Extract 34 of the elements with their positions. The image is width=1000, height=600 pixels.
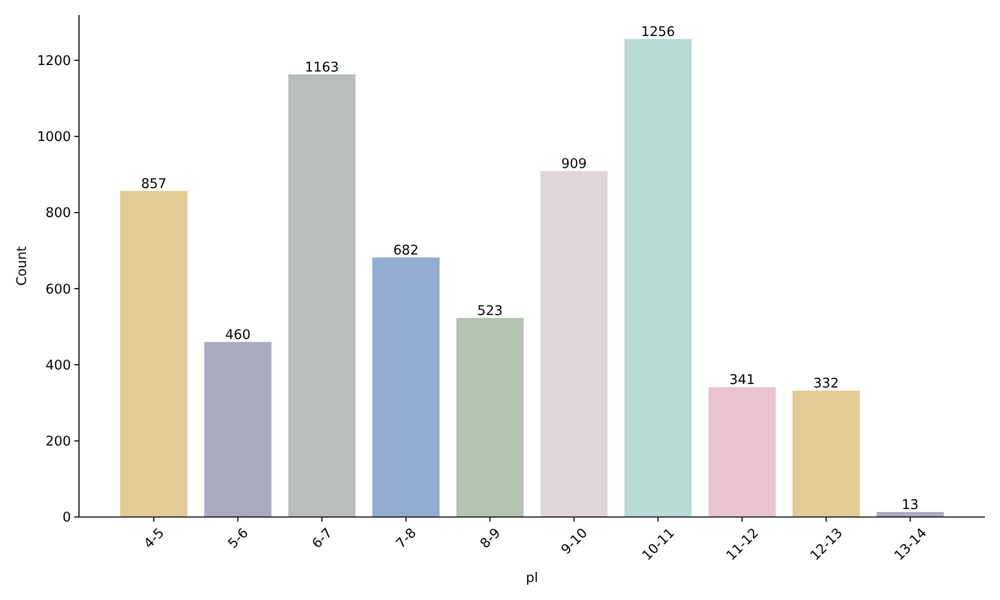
bar: [708, 387, 776, 517]
y-tick-label: 0: [62, 510, 71, 526]
x-axis-title: pl: [526, 571, 538, 586]
bar: [288, 74, 356, 517]
data-label: 13: [902, 498, 919, 514]
y-tick-label: 600: [46, 282, 71, 298]
y-tick-label: 800: [46, 206, 71, 222]
bar: [792, 390, 860, 517]
bar: [372, 257, 440, 517]
data-label: 341: [729, 373, 755, 388]
y-tick-label: 200: [46, 434, 71, 450]
data-label: 460: [225, 328, 251, 343]
data-label: 523: [477, 304, 503, 319]
bar: [204, 342, 272, 517]
bar: [876, 512, 944, 517]
x-tick-label: 6-7: [310, 526, 336, 552]
x-tick-label: 8-9: [478, 526, 504, 552]
y-tick-label: 400: [46, 358, 71, 374]
data-label: 332: [813, 376, 839, 392]
data-label: 909: [561, 157, 587, 172]
data-label: 857: [141, 176, 167, 192]
x-tick-label: 7-8: [394, 526, 420, 552]
data-label: 1256: [641, 24, 676, 40]
data-label: 682: [393, 243, 419, 258]
y-axis-title: Count: [15, 246, 30, 286]
x-tick-label: 5-6: [226, 526, 252, 552]
y-tick-label: 1200: [37, 54, 71, 69]
bar: [456, 318, 524, 517]
bar: [540, 171, 608, 517]
y-tick-label: 1000: [37, 130, 71, 146]
bar: [120, 190, 188, 517]
x-tick-label: 4-5: [142, 526, 168, 552]
data-label: 1163: [304, 60, 339, 76]
bar: [624, 38, 692, 517]
